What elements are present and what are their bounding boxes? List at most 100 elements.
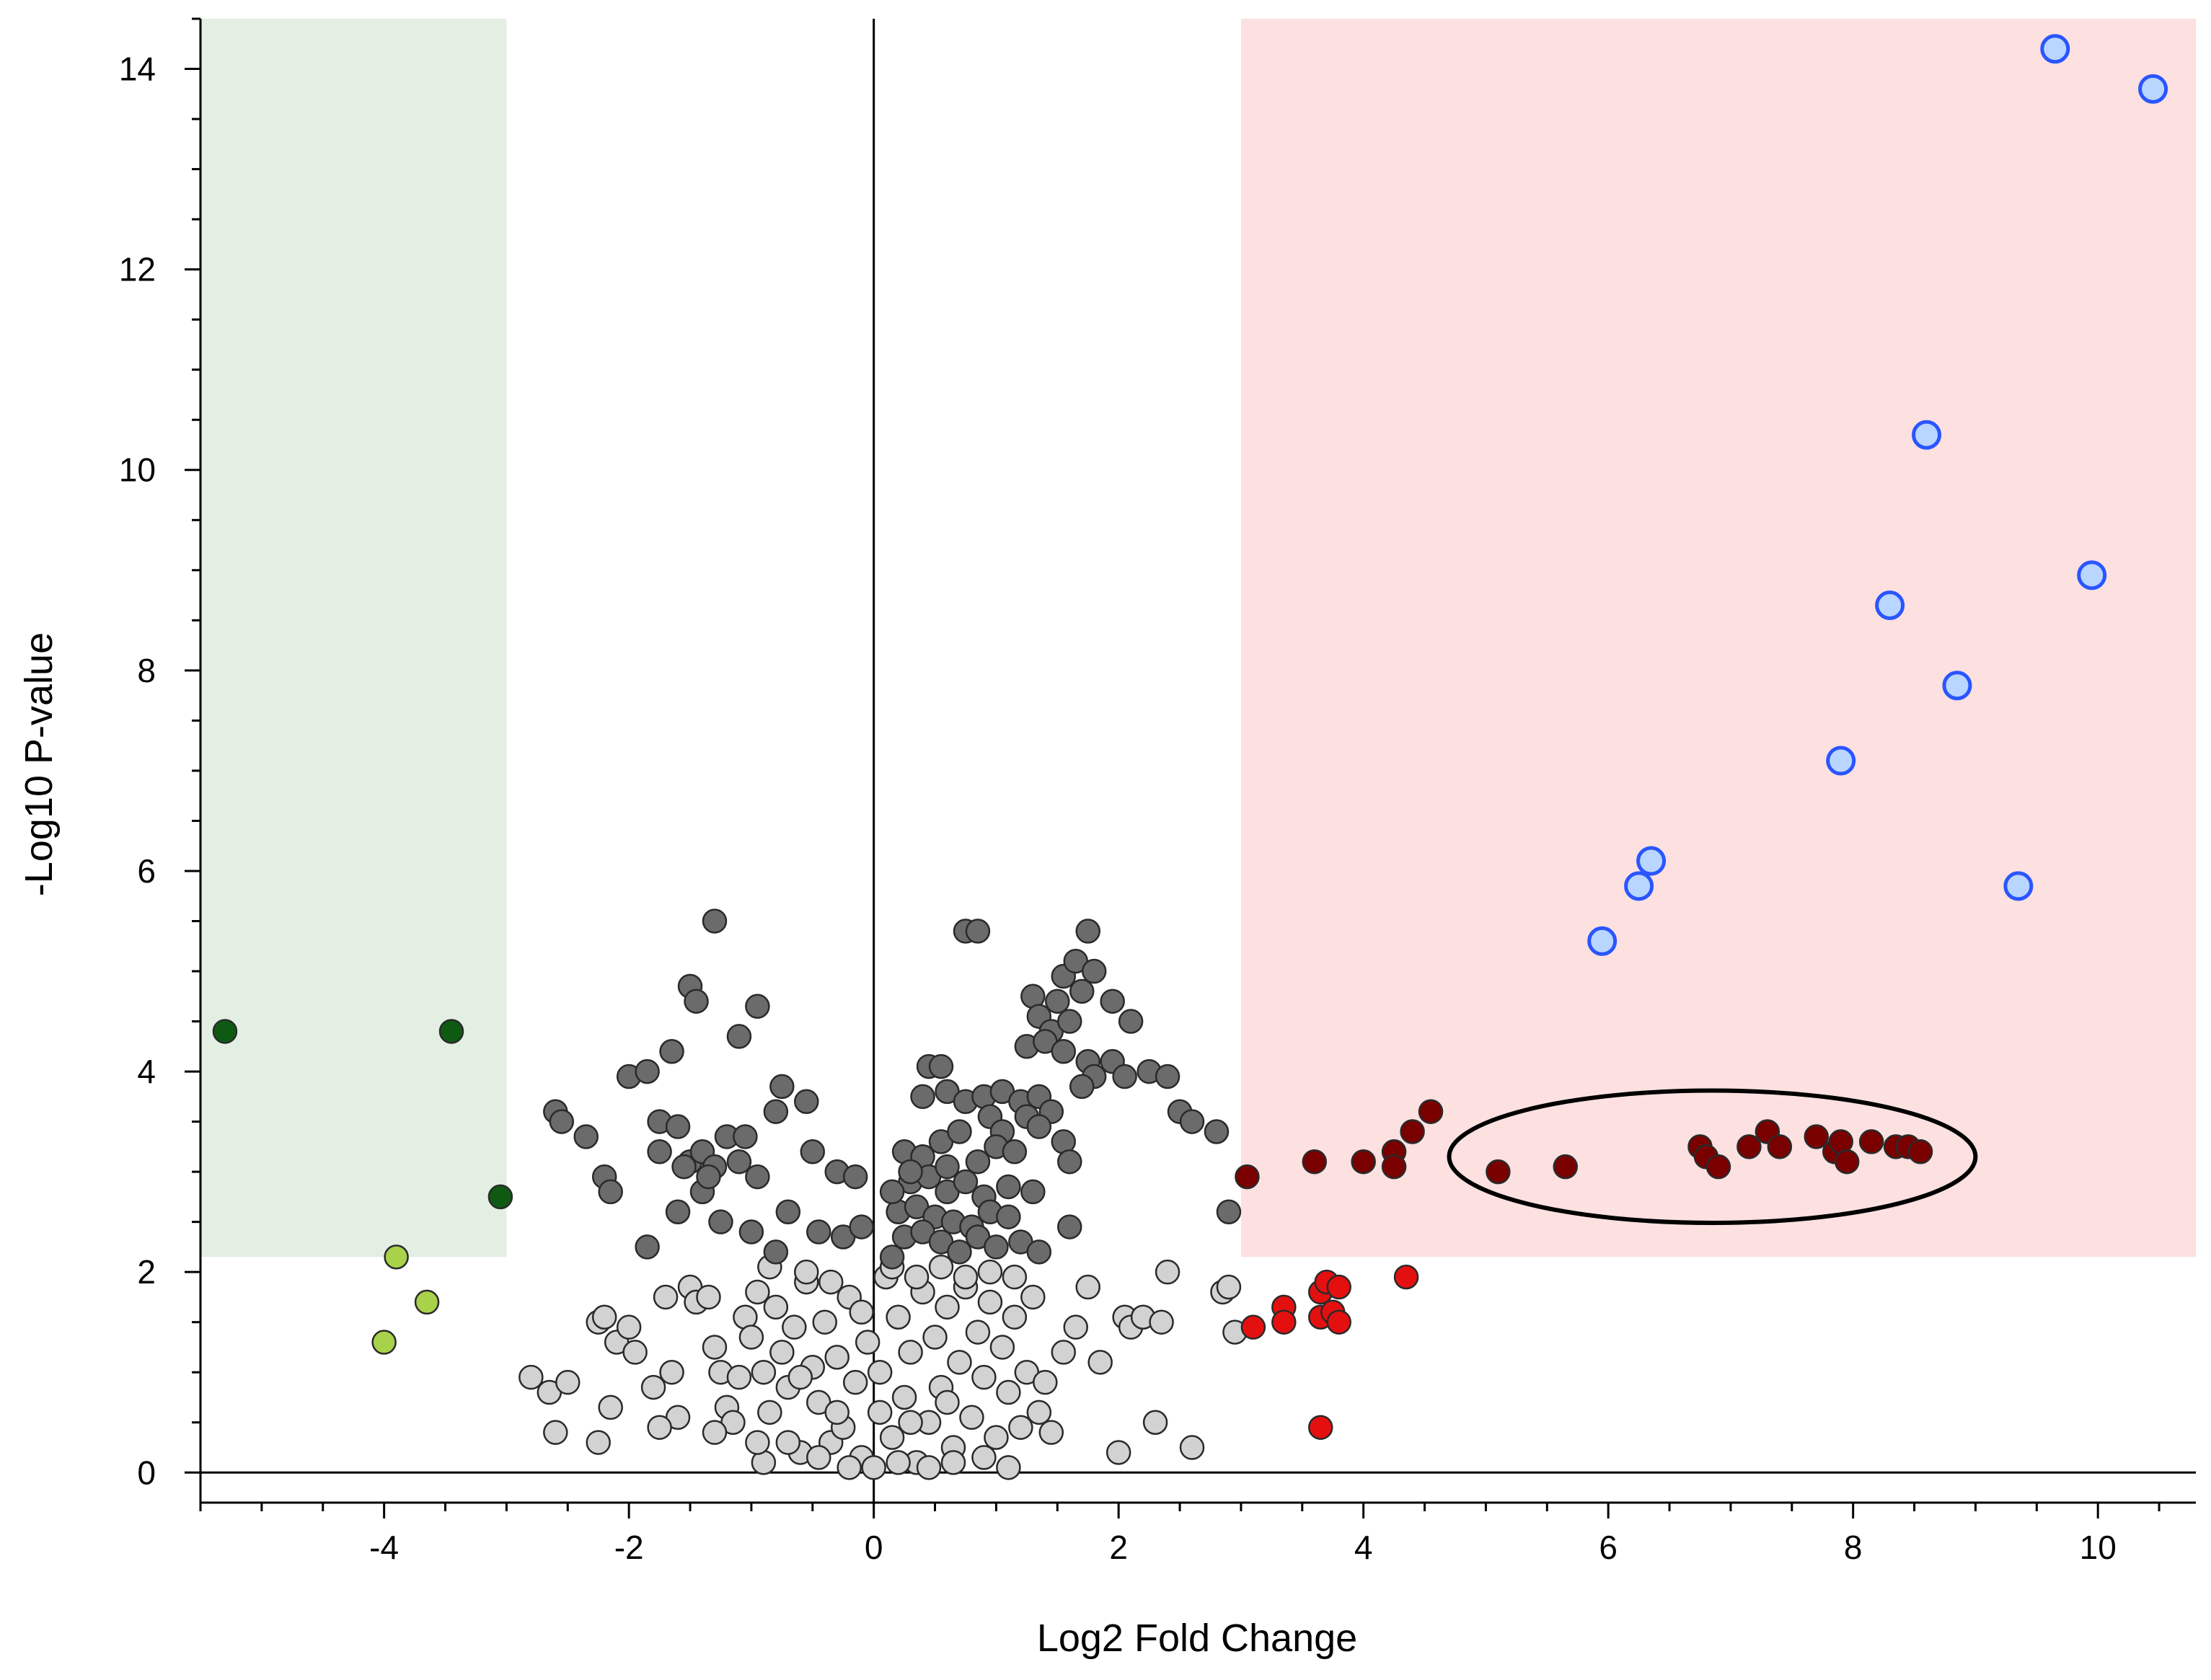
nonsignificant-low-point (959, 1405, 984, 1431)
nonsignificant-low-point (879, 1425, 905, 1450)
nonsignificant-low-point (763, 1294, 789, 1320)
nonsignificant-low-point (782, 1314, 807, 1340)
significant-up-point (1400, 1119, 1425, 1144)
significant-up-point (1907, 1139, 1933, 1164)
x-tick-label: 2 (1109, 1529, 1128, 1566)
nonsignificant-high-point (953, 1169, 979, 1195)
nonsignificant-low-point (1002, 1264, 1028, 1290)
nonsignificant-high-point (549, 1109, 575, 1134)
nonsignificant-low-point (1075, 1274, 1100, 1300)
highly-significant-up-point (2003, 871, 2034, 901)
data-points (212, 34, 2168, 1480)
nonsignificant-low-point (1106, 1440, 1131, 1465)
nonsignificant-high-point (635, 1234, 660, 1260)
y-tick-label: 6 (137, 852, 156, 890)
nonsignificant-high-point (935, 1154, 960, 1180)
nonsignificant-high-point (794, 1089, 819, 1115)
y-axis-title: -Log10 P-value (17, 632, 61, 896)
x-tick-label: -4 (369, 1529, 399, 1566)
nonsignificant-high-point (1026, 1239, 1052, 1265)
nonsignificant-low-point (855, 1330, 881, 1355)
highly-significant-up-point (1912, 420, 1942, 450)
nonsignificant-high-point (965, 919, 991, 944)
nonsignificant-low-point (1020, 1284, 1046, 1310)
nonsignificant-low-point (1033, 1369, 1058, 1395)
moderate-up-point (1326, 1309, 1351, 1335)
nonsignificant-high-point (1002, 1139, 1028, 1164)
reference-lines (200, 19, 2196, 1503)
nonsignificant-high-point (1179, 1109, 1205, 1134)
nonsignificant-low-point (922, 1325, 948, 1350)
nonsignificant-high-point (928, 1053, 954, 1079)
nonsignificant-low-point (904, 1264, 930, 1290)
nonsignificant-high-point (775, 1199, 801, 1224)
nonsignificant-high-point (996, 1204, 1021, 1229)
nonsignificant-low-point (757, 1400, 782, 1425)
nonsignificant-low-point (1087, 1350, 1113, 1375)
moderate-up-point (1326, 1274, 1351, 1300)
nonsignificant-low-point (977, 1259, 1003, 1285)
x-tick-label: 6 (1599, 1529, 1618, 1566)
nonsignificant-high-point (665, 1199, 691, 1224)
moderate-up-point (1393, 1264, 1419, 1290)
moderate-down-point (414, 1289, 440, 1315)
background-regions (200, 19, 2196, 1257)
nonsignificant-low-point (726, 1364, 752, 1390)
nonsignificant-high-point (659, 1039, 684, 1064)
significant-up-point (1418, 1099, 1444, 1124)
nonsignificant-low-point (971, 1364, 997, 1390)
nonsignificant-low-point (989, 1335, 1015, 1360)
nonsignificant-high-point (898, 1159, 923, 1185)
y-tick-label: 0 (137, 1454, 156, 1491)
nonsignificant-low-point (1063, 1314, 1088, 1340)
nonsignificant-high-point (849, 1214, 874, 1239)
nonsignificant-high-point (996, 1174, 1021, 1200)
x-tick-label: 8 (1844, 1529, 1863, 1566)
y-tick-label: 2 (137, 1253, 156, 1291)
nonsignificant-low-point (928, 1254, 954, 1280)
nonsignificant-high-point (1075, 919, 1100, 944)
nonsignificant-high-point (647, 1139, 672, 1164)
moderate-down-point (371, 1330, 397, 1355)
nonsignificant-low-point (940, 1450, 966, 1475)
significant-up-point (1486, 1159, 1511, 1185)
annotations (1447, 1088, 1978, 1226)
nonsignificant-high-point (1069, 978, 1095, 1004)
nonsignificant-low-point (812, 1309, 837, 1335)
x-tick-label: -2 (614, 1529, 644, 1566)
nonsignificant-low-point (1008, 1415, 1033, 1440)
nonsignificant-high-point (1204, 1119, 1230, 1144)
nonsignificant-high-point (947, 1239, 972, 1265)
nonsignificant-high-point (665, 1114, 691, 1139)
highly-significant-up-point (2077, 560, 2107, 591)
nonsignificant-low-point (837, 1455, 862, 1480)
nonsignificant-high-point (726, 1024, 752, 1049)
x-axis-title: Log2 Fold Change (1037, 1617, 1357, 1660)
nonsignificant-high-point (1057, 1214, 1082, 1239)
nonsignificant-high-point (947, 1119, 972, 1144)
nonsignificant-low-point (659, 1359, 684, 1385)
highly-significant-up-point (1636, 846, 1667, 876)
nonsignificant-high-point (726, 1149, 752, 1175)
nonsignificant-high-point (1069, 1074, 1095, 1100)
nonsignificant-low-point (886, 1450, 911, 1475)
nonsignificant-high-point (965, 1149, 991, 1175)
nonsignificant-high-point (708, 1209, 733, 1234)
nonsignificant-low-point (861, 1455, 886, 1480)
nonsignificant-high-point (1100, 989, 1125, 1014)
moderate-up-point (1271, 1309, 1297, 1335)
significant-up-point (1381, 1154, 1407, 1180)
nonsignificant-low-point (1155, 1259, 1180, 1285)
nonsignificant-low-point (1149, 1309, 1174, 1335)
significant-down-point (487, 1184, 513, 1210)
significant-up-point (1553, 1154, 1579, 1180)
nonsignificant-low-point (591, 1304, 617, 1330)
nonsignificant-high-point (1118, 1009, 1144, 1034)
nonsignificant-high-point (763, 1239, 789, 1265)
nonsignificant-low-point (891, 1384, 917, 1410)
nonsignificant-high-point (842, 1164, 868, 1190)
nonsignificant-low-point (622, 1340, 648, 1365)
nonsignificant-low-point (898, 1340, 923, 1365)
nonsignificant-high-point (702, 908, 728, 934)
